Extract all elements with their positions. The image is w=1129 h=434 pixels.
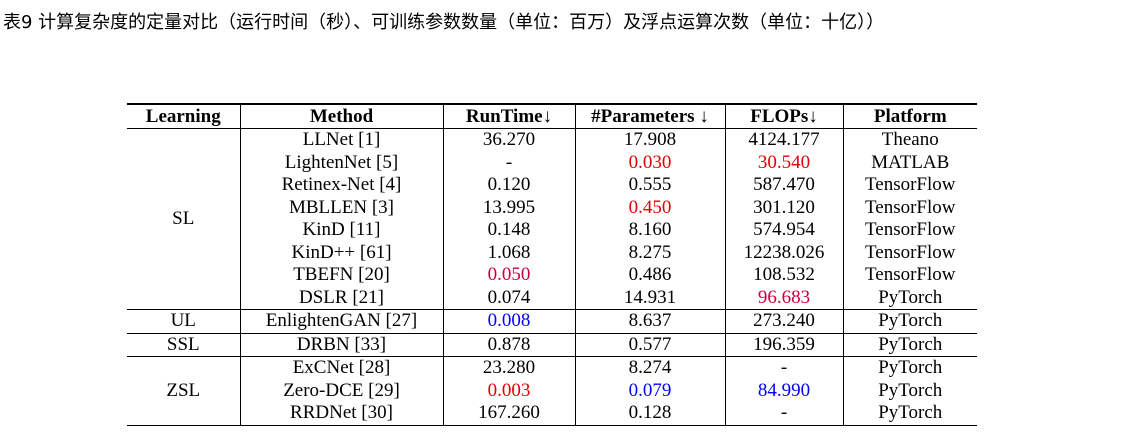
method-cell: EnlightenGAN [27] bbox=[239, 309, 444, 333]
method-cell: MBLLEN [3] bbox=[240, 196, 444, 219]
value-cell: 0.878 bbox=[442, 332, 576, 357]
value-cell: PyTorch bbox=[842, 356, 977, 380]
value-cell: PyTorch bbox=[842, 379, 977, 402]
value-cell: - bbox=[724, 356, 844, 380]
value-cell: 8.637 bbox=[574, 309, 726, 333]
table-row: Retinex-Net [4] 0.120 0.555 587.470 TensorFl… bbox=[127, 174, 977, 197]
value-cell: 0.486 bbox=[574, 264, 726, 287]
value-cell: 0.577 bbox=[574, 332, 726, 357]
value-cell: 0.120 bbox=[442, 174, 576, 197]
value-cell: 0.030 bbox=[574, 151, 726, 174]
header-cell: FLOPs↓ bbox=[724, 104, 844, 129]
value-cell: TensorFlow bbox=[842, 264, 977, 287]
value-cell: MATLAB bbox=[842, 151, 977, 174]
method-cell: KinD [11] bbox=[240, 219, 444, 242]
value-cell: PyTorch bbox=[842, 309, 977, 333]
table-row: SSL DRBN [33] 0.878 0.577 196.359 PyTorch bbox=[127, 332, 977, 357]
value-cell: PyTorch bbox=[842, 286, 977, 310]
value-cell: TensorFlow bbox=[842, 174, 977, 197]
value-cell: 96.683 bbox=[724, 286, 844, 310]
value-cell: 167.260 bbox=[442, 402, 576, 425]
method-cell: LLNet [1] bbox=[239, 128, 444, 152]
method-cell: ExCNet [28] bbox=[239, 356, 444, 380]
value-cell: 0.050 bbox=[442, 264, 576, 287]
value-cell: 4124.177 bbox=[724, 128, 844, 152]
value-cell: - bbox=[724, 402, 844, 425]
table-row: KinD++ [61] 1.068 8.275 12238.026 TensorFlow bbox=[127, 241, 977, 264]
method-cell: Zero-DCE [29] bbox=[240, 379, 444, 402]
value-cell: TensorFlow bbox=[842, 241, 977, 264]
table-row: KinD [11] 0.148 8.160 574.954 TensorFlow bbox=[127, 219, 977, 242]
value-cell: 84.990 bbox=[724, 379, 844, 402]
value-cell: 574.954 bbox=[724, 219, 844, 242]
value-cell: 301.120 bbox=[724, 196, 844, 219]
learning-cell: UL bbox=[127, 309, 241, 333]
method-cell: Retinex-Net [4] bbox=[240, 174, 444, 197]
value-cell: 14.931 bbox=[574, 286, 726, 310]
value-cell: 12238.026 bbox=[724, 241, 844, 264]
value-cell: 8.160 bbox=[574, 219, 726, 242]
header-cell: Learning bbox=[127, 104, 241, 129]
table-row: RRDNet [30] 167.260 0.128- PyTorch bbox=[127, 402, 977, 425]
value-cell: 0.555 bbox=[574, 174, 726, 197]
value-cell: 0.148 bbox=[442, 219, 576, 242]
learning-cell: SSL bbox=[127, 332, 241, 357]
value-cell: 36.270 bbox=[442, 128, 576, 152]
value-cell: 13.995 bbox=[442, 196, 576, 219]
value-cell: 8.274 bbox=[574, 356, 726, 380]
value-cell: 587.470 bbox=[724, 174, 844, 197]
table-row: Zero-DCE [29] 0.003 0.079 84.990 PyTorch bbox=[127, 379, 977, 402]
value-cell: 23.280 bbox=[442, 356, 576, 380]
value-cell: 0.450 bbox=[574, 196, 726, 219]
table-row: TBEFN [20] 0.050 0.486 108.532 TensorFlow bbox=[127, 264, 977, 287]
value-cell: PyTorch bbox=[842, 332, 977, 357]
value-cell: 0.128 bbox=[574, 402, 726, 425]
header-cell: RunTime↓ bbox=[442, 104, 576, 129]
value-cell: PyTorch bbox=[842, 402, 977, 425]
value-cell: 8.275 bbox=[574, 241, 726, 264]
value-cell: TensorFlow bbox=[842, 196, 977, 219]
table-row: SL LLNet [1] 36.270 17.908 4124.177 Theano bbox=[127, 128, 977, 310]
method-cell: DRBN [33] bbox=[239, 332, 444, 357]
table-row: ZSL ExCNet [28] 23.280 8.274- PyTorch bbox=[127, 356, 977, 425]
header-cell: Platform bbox=[842, 104, 977, 129]
value-cell: 273.240 bbox=[724, 309, 844, 333]
value-cell: 0.008 bbox=[442, 309, 576, 333]
learning-cell: ZSL bbox=[127, 356, 241, 425]
value-cell: TensorFlow bbox=[842, 219, 977, 242]
value-cell: 0.079 bbox=[574, 379, 726, 402]
header-row: Learning Method RunTime↓ #Parameters ↓ FLOPs… bbox=[127, 104, 977, 129]
learning-cell: SL bbox=[127, 128, 241, 310]
value-cell: Theano bbox=[842, 128, 977, 152]
table-row: MBLLEN [3] 13.995 0.450 301.120 TensorFlow bbox=[127, 196, 977, 219]
caption: 表9 计算复杂度的定量对比（运行时间（秒）、可训练参数数量（单位：百万）及浮点运… bbox=[3, 12, 885, 33]
value-cell: 108.532 bbox=[724, 264, 844, 287]
method-cell: TBEFN [20] bbox=[240, 264, 444, 287]
value-cell: - bbox=[442, 151, 576, 174]
table-row: LightenNet [5] -0.030 30.540 MATLAB bbox=[127, 151, 977, 174]
method-cell: KinD++ [61] bbox=[240, 241, 444, 264]
method-cell: RRDNet [30] bbox=[240, 402, 444, 425]
method-cell: DSLR [21] bbox=[240, 286, 444, 310]
value-cell: 17.908 bbox=[574, 128, 726, 152]
table-row: UL EnlightenGAN [27] 0.008 8.637 273.240 PyTo… bbox=[127, 309, 977, 333]
method-cell: LightenNet [5] bbox=[240, 151, 444, 174]
value-cell: 0.003 bbox=[442, 379, 576, 402]
value-cell: 0.074 bbox=[442, 286, 576, 310]
value-cell: 30.540 bbox=[724, 151, 844, 174]
header-cell: Method bbox=[239, 104, 444, 129]
complexity-table: Learning Method RunTime↓ #Parameters ↓ FLOPs… bbox=[127, 103, 977, 426]
header-cell: #Parameters ↓ bbox=[574, 104, 726, 129]
value-cell: 1.068 bbox=[442, 241, 576, 264]
value-cell: 196.359 bbox=[724, 332, 844, 357]
table-row: DSLR [21] 0.074 14.931 96.683 PyTorch bbox=[127, 286, 977, 310]
